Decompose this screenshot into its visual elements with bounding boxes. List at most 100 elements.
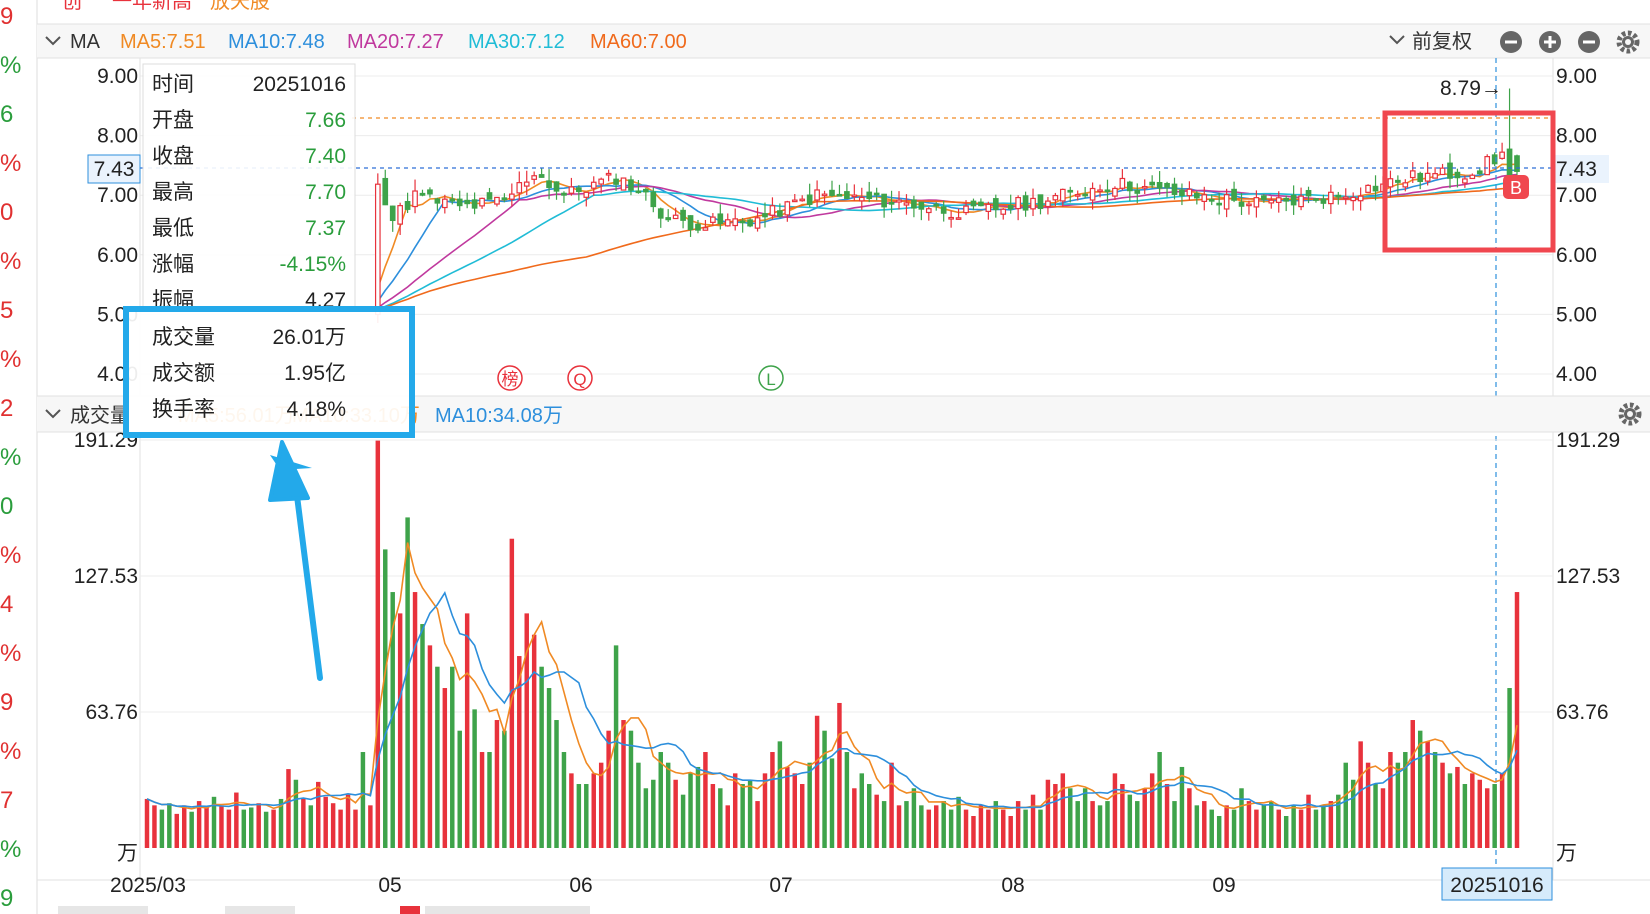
top-tab-2[interactable]: 一年新高 bbox=[112, 0, 192, 13]
left-strip-text: 9 bbox=[0, 689, 13, 716]
volume-bar bbox=[241, 809, 247, 848]
left-strip-text: 4 bbox=[0, 591, 13, 618]
indicator-label[interactable]: MA bbox=[70, 31, 101, 53]
left-strip-text: 2 bbox=[0, 395, 13, 422]
volume-bar bbox=[345, 794, 351, 848]
candle-body bbox=[1454, 171, 1461, 179]
candle-body bbox=[568, 186, 575, 194]
volume-collapse-chevron-icon[interactable] bbox=[45, 409, 61, 419]
adjust-chevron-icon[interactable] bbox=[1389, 35, 1405, 45]
candle-body bbox=[1223, 194, 1230, 210]
volume-bar bbox=[353, 809, 358, 848]
price-tick-right: 4.00 bbox=[1556, 363, 1597, 386]
volume-bar bbox=[822, 730, 827, 848]
candle-body bbox=[1395, 179, 1401, 183]
volume-gear-icon[interactable] bbox=[1618, 402, 1642, 426]
volume-bar bbox=[703, 752, 708, 848]
adjust-label[interactable]: 前复权 bbox=[1412, 30, 1472, 53]
collapse-chevron-icon[interactable] bbox=[45, 36, 61, 46]
volume-bar bbox=[330, 803, 336, 848]
cursor-date: 20251016 bbox=[1450, 874, 1543, 897]
tooltip-key: 开盘 bbox=[152, 109, 194, 132]
volume-bar bbox=[189, 811, 194, 848]
candle-body bbox=[419, 192, 426, 196]
price-axis: 9.00 9.008.00 8.007.00 7.006.00 6.005.00 5.00… bbox=[97, 65, 1597, 386]
plus-icon[interactable] bbox=[1539, 31, 1561, 53]
volume-bar bbox=[584, 784, 589, 848]
volume-bar bbox=[777, 741, 783, 848]
volume-bar bbox=[1023, 809, 1028, 848]
period-high-label: 8.79→ bbox=[1440, 77, 1502, 100]
gear-icon[interactable] bbox=[1616, 30, 1640, 54]
tooltip-key: 换手率 bbox=[152, 398, 215, 421]
candle-body bbox=[449, 198, 456, 202]
candle-body bbox=[613, 178, 619, 185]
candle-body bbox=[806, 194, 813, 205]
b-marker[interactable]: B bbox=[1503, 175, 1529, 199]
volume-bar bbox=[234, 792, 239, 848]
volume-bar bbox=[1373, 784, 1378, 848]
left-strip-text: % bbox=[0, 542, 21, 569]
candle-body bbox=[1201, 194, 1208, 202]
left-strip-text: % bbox=[0, 346, 21, 373]
volume-bar bbox=[1470, 773, 1475, 848]
volume-bar bbox=[1202, 801, 1207, 848]
left-strip-text: 0 bbox=[0, 199, 13, 226]
candle-body bbox=[605, 172, 612, 176]
candle-body bbox=[1462, 178, 1468, 184]
volume-bar bbox=[606, 730, 611, 848]
volume-bar bbox=[219, 805, 224, 848]
bang-marker[interactable]: 榜 bbox=[497, 365, 523, 391]
l-marker[interactable]: L bbox=[758, 365, 784, 391]
left-strip-text: % bbox=[0, 444, 21, 471]
left-strip-text: % bbox=[0, 52, 21, 79]
candle-body bbox=[1469, 174, 1476, 180]
volume-bar bbox=[874, 794, 879, 848]
current-price-left: 7.43 bbox=[94, 158, 135, 181]
volume-bar bbox=[1432, 752, 1438, 848]
volume-bar bbox=[1269, 801, 1274, 848]
candle-body bbox=[561, 192, 567, 196]
candle-body bbox=[791, 199, 798, 203]
candle-body bbox=[710, 216, 716, 223]
volume-bar bbox=[256, 803, 261, 848]
volume-bar bbox=[1172, 801, 1177, 848]
volume-bar bbox=[286, 769, 291, 848]
candle-body bbox=[1320, 198, 1327, 204]
candle-body bbox=[836, 193, 843, 197]
candle-body bbox=[948, 216, 954, 220]
x-tick-label: 2025/03 bbox=[110, 874, 186, 897]
price-tick-right: 5.00 bbox=[1556, 303, 1597, 326]
candle-body bbox=[427, 189, 433, 195]
volume-grid bbox=[140, 439, 1553, 713]
candle-body bbox=[1171, 183, 1178, 195]
volume-bar bbox=[420, 624, 425, 848]
left-strip-text: % bbox=[0, 836, 21, 863]
volume-bar bbox=[859, 773, 865, 848]
top-tabs: 创 一年新高 放天股 bbox=[62, 0, 270, 13]
candle-body bbox=[1476, 170, 1483, 175]
top-tab-1[interactable]: 创 bbox=[62, 0, 82, 13]
left-strip-text: 7 bbox=[0, 787, 13, 814]
top-tab-3[interactable]: 放天股 bbox=[210, 0, 270, 13]
volume-bar bbox=[1417, 730, 1423, 848]
tooltip-value: -4.15% bbox=[279, 253, 346, 276]
left-strip-text: % bbox=[0, 150, 21, 177]
minus-icon-2[interactable] bbox=[1578, 31, 1600, 53]
volume-bar bbox=[1358, 741, 1363, 848]
volume-bar bbox=[204, 807, 209, 848]
candle-body bbox=[888, 202, 895, 205]
volume-bar bbox=[1410, 720, 1415, 848]
q-marker[interactable]: Q bbox=[567, 365, 593, 391]
candle-body bbox=[918, 201, 925, 210]
volume-bar bbox=[1492, 784, 1497, 848]
volume-bar bbox=[762, 773, 768, 848]
candle-body bbox=[1409, 170, 1416, 179]
minus-icon[interactable] bbox=[1500, 31, 1522, 53]
volume-bar bbox=[844, 752, 850, 848]
candle-body bbox=[1372, 185, 1379, 192]
volume-bar bbox=[1365, 762, 1371, 848]
candle-body bbox=[1030, 197, 1036, 210]
price-tick-right: 8.00 bbox=[1556, 125, 1597, 148]
candle-body bbox=[873, 192, 880, 196]
